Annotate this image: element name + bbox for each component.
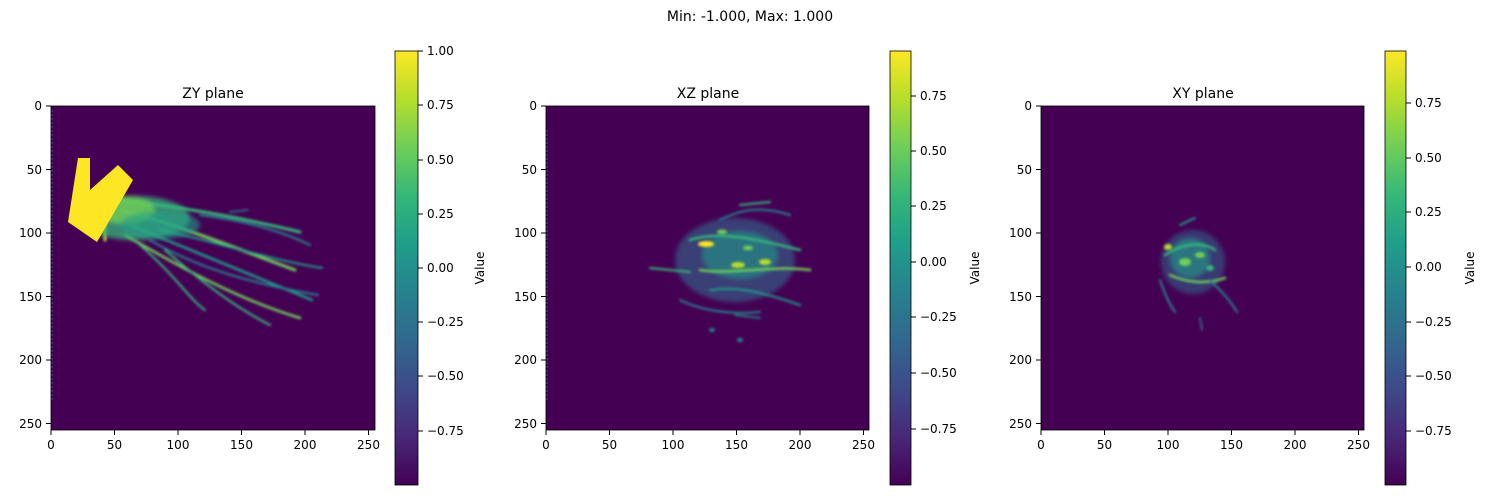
y-tick-label: 0 [529, 99, 537, 113]
colorbar-label: Value [1463, 252, 1477, 285]
heatmap-image [1159, 217, 1238, 331]
y-axis: 0 50 100 150 200 250 [1009, 99, 1041, 431]
x-tick-label: 0 [1037, 438, 1045, 452]
colorbar-tick-label: 0.50 [1415, 151, 1442, 165]
colorbar-tick-label: −0.25 [1415, 315, 1452, 329]
y-axis: 0 50 100 150 200 250 [19, 99, 51, 431]
y-tick-label: 0 [34, 99, 42, 113]
colorbar-tick-label: 0.00 [1415, 260, 1442, 274]
x-tick-label: 50 [107, 438, 122, 452]
y-tick-label: 150 [514, 290, 537, 304]
y-tick-label: 250 [1009, 417, 1032, 431]
plot-frame [545, 105, 870, 431]
x-tick-label: 200 [294, 438, 317, 452]
y-tick-label: 100 [1009, 226, 1032, 240]
x-axis: 0 50 100 150 200 250 [47, 430, 380, 452]
x-tick-label: 0 [542, 438, 550, 452]
y-axis: 0 50 100 150 200 250 [514, 99, 546, 431]
colorbar-tick-label: 0.75 [920, 89, 947, 103]
y-tick-label: 100 [514, 226, 537, 240]
colorbar-tick-label: 0.75 [1415, 96, 1442, 110]
panel-xy: XY plane [1009, 50, 1477, 486]
x-tick-label: 250 [357, 438, 380, 452]
plot-frame [50, 105, 376, 431]
colorbar-tick-label: 0.25 [920, 199, 947, 213]
panel-title: ZY plane [182, 86, 243, 102]
panel-title: XZ plane [677, 86, 739, 102]
y-tick-label: 200 [514, 353, 537, 367]
colorbar-tick-label: −0.25 [920, 310, 957, 324]
x-tick-label: 50 [602, 438, 617, 452]
colorbar: 0.75 0.50 0.25 0.00 −0.25 −0.50 −0.75 Va… [889, 50, 982, 486]
heatmap-image [546, 130, 812, 400]
colorbar: 0.75 0.50 0.25 0.00 −0.25 −0.50 −0.75 Va… [1384, 50, 1477, 486]
x-tick-label: 150 [1220, 438, 1243, 452]
heatmap-image [51, 110, 323, 400]
x-tick-label: 0 [47, 438, 55, 452]
y-tick-label: 100 [19, 226, 42, 240]
colorbar-tick-label: −0.75 [427, 424, 464, 438]
colorbar-tick-label: −0.25 [427, 315, 464, 329]
x-tick-label: 200 [1284, 438, 1307, 452]
y-tick-label: 200 [1009, 353, 1032, 367]
y-tick-label: 50 [1017, 163, 1032, 177]
y-tick-label: 50 [27, 163, 42, 177]
x-tick-label: 200 [789, 438, 812, 452]
colorbar-tick-label: 0.75 [427, 98, 454, 112]
x-tick-label: 250 [1347, 438, 1370, 452]
panel-title: XY plane [1172, 86, 1233, 102]
colorbar-tick-label: 1.00 [427, 44, 454, 58]
y-tick-label: 200 [19, 353, 42, 367]
colorbar-tick-label: 0.25 [1415, 205, 1442, 219]
x-tick-label: 100 [1157, 438, 1180, 452]
colorbar-tick-label: −0.75 [1415, 424, 1452, 438]
x-axis: 0 50 100 150 200 250 [1037, 430, 1370, 452]
x-axis: 0 50 100 150 200 250 [542, 430, 875, 452]
y-tick-label: 50 [522, 163, 537, 177]
x-tick-label: 150 [230, 438, 253, 452]
x-tick-label: 50 [1097, 438, 1112, 452]
y-tick-label: 150 [1009, 290, 1032, 304]
colorbar-tick-label: −0.50 [1415, 369, 1452, 383]
heatmap-background [51, 106, 375, 430]
plot-frame [1040, 105, 1365, 431]
colorbar-label: Value [473, 252, 487, 285]
colorbar-tick-label: 0.00 [920, 255, 947, 269]
colorbar-tick-label: 0.25 [427, 207, 454, 221]
y-tick-label: 0 [1024, 99, 1032, 113]
colorbar-tick-label: −0.50 [427, 369, 464, 383]
colorbar-tick-label: −0.75 [920, 422, 957, 436]
panel-xz: XZ plane [514, 50, 982, 486]
y-tick-label: 250 [19, 417, 42, 431]
x-tick-label: 250 [852, 438, 875, 452]
y-tick-label: 250 [514, 417, 537, 431]
colorbar-tick-label: 0.00 [427, 261, 454, 275]
colorbar: 1.00 0.75 0.50 0.25 0.00 −0.25 −0.50 −0.… [394, 44, 487, 486]
figure-suptitle: Min: -1.000, Max: 1.000 [667, 9, 833, 25]
x-tick-label: 100 [167, 438, 190, 452]
colorbar-tick-label: −0.50 [920, 366, 957, 380]
saturated-block [68, 158, 133, 242]
x-tick-label: 100 [662, 438, 685, 452]
colorbar-tick-label: 0.50 [920, 144, 947, 158]
x-tick-label: 150 [725, 438, 748, 452]
colorbar-label: Value [968, 252, 982, 285]
y-tick-label: 150 [19, 290, 42, 304]
colorbar-tick-label: 0.50 [427, 153, 454, 167]
panel-zy: ZY plane [19, 44, 487, 486]
